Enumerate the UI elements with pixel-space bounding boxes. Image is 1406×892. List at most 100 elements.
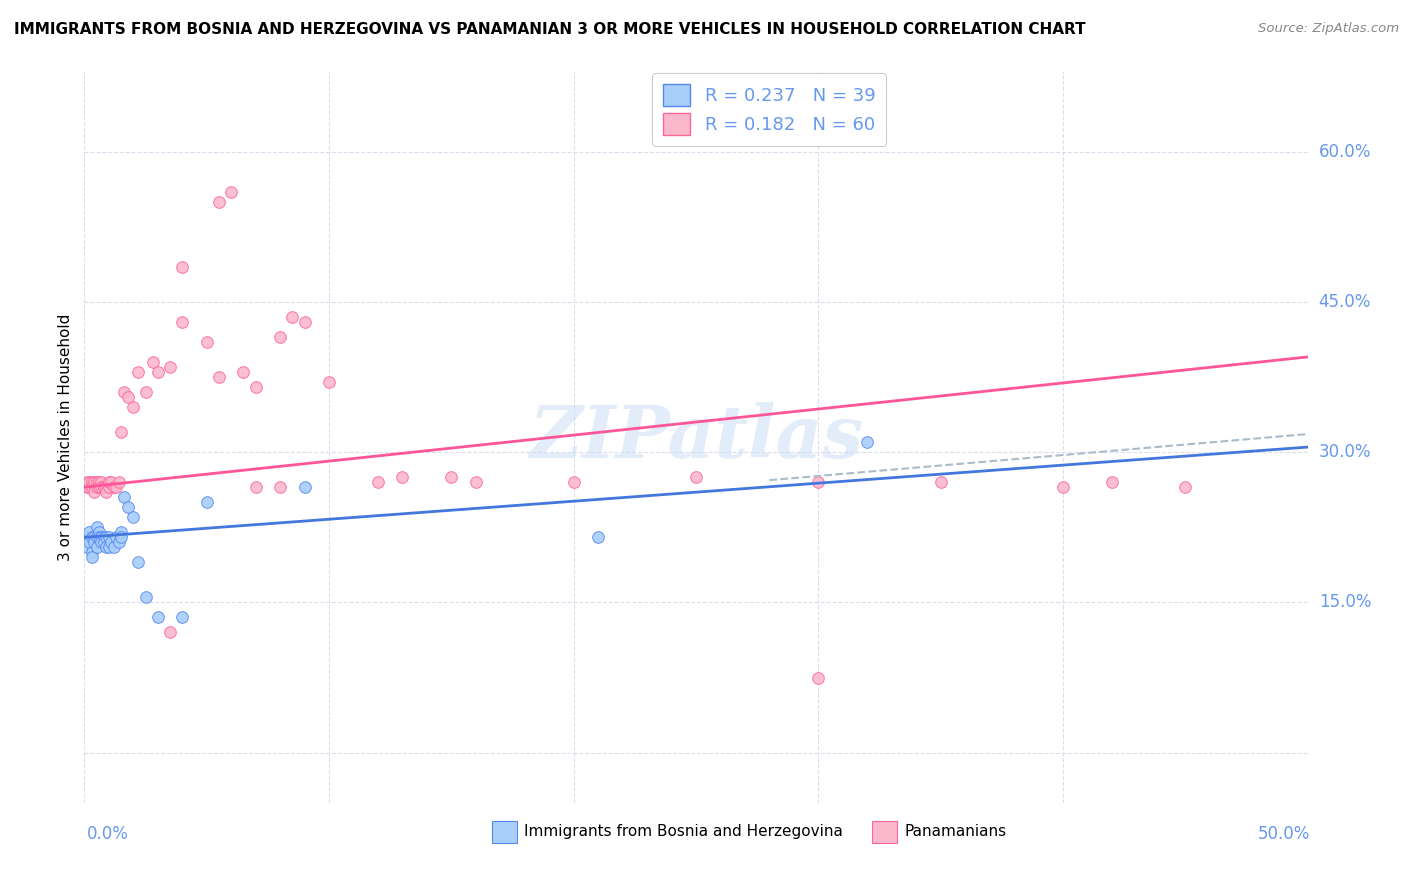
Point xyxy=(464,475,486,490)
Point xyxy=(80,480,103,494)
Text: 50.0%: 50.0% xyxy=(1258,825,1310,843)
Point xyxy=(83,485,105,500)
Point xyxy=(105,480,128,494)
Point xyxy=(294,480,316,494)
Point xyxy=(96,480,118,494)
Point xyxy=(86,520,108,534)
Point xyxy=(112,384,135,399)
Text: 15.0%: 15.0% xyxy=(1319,593,1371,611)
Point xyxy=(97,530,120,544)
Text: ZIPatlas: ZIPatlas xyxy=(529,401,863,473)
Point xyxy=(245,380,267,394)
Text: Panamanians: Panamanians xyxy=(904,824,1007,839)
Point xyxy=(208,370,231,384)
Point xyxy=(685,470,707,484)
Point xyxy=(110,530,132,544)
Point xyxy=(80,545,103,559)
Point xyxy=(172,315,194,329)
Point xyxy=(172,610,194,624)
Point xyxy=(93,535,115,549)
Point xyxy=(83,530,105,544)
Point xyxy=(110,525,132,540)
Point xyxy=(100,535,122,549)
Point xyxy=(318,375,340,389)
Point xyxy=(1174,480,1197,494)
Text: 0.0%: 0.0% xyxy=(87,825,129,843)
Point xyxy=(219,185,242,199)
Point xyxy=(86,530,108,544)
Point xyxy=(86,475,108,490)
Legend: R = 0.237   N = 39, R = 0.182   N = 60: R = 0.237 N = 39, R = 0.182 N = 60 xyxy=(652,73,886,146)
Point xyxy=(83,475,105,490)
Point xyxy=(87,530,110,544)
Point xyxy=(159,625,181,640)
Point xyxy=(97,541,120,555)
Point xyxy=(440,470,463,484)
Point xyxy=(562,475,585,490)
Point xyxy=(90,480,112,494)
Point xyxy=(122,510,145,524)
Point xyxy=(122,400,145,414)
Point xyxy=(146,610,169,624)
Point xyxy=(76,480,98,494)
Point xyxy=(807,671,830,685)
Point xyxy=(107,475,129,490)
Point xyxy=(103,480,125,494)
Point xyxy=(367,475,389,490)
Point xyxy=(97,475,120,490)
Point xyxy=(112,490,135,504)
Point xyxy=(159,359,181,374)
Text: Source: ZipAtlas.com: Source: ZipAtlas.com xyxy=(1258,22,1399,36)
Text: 60.0%: 60.0% xyxy=(1319,143,1371,161)
Point xyxy=(208,194,231,209)
Point xyxy=(195,495,218,509)
Point xyxy=(87,525,110,540)
Text: IMMIGRANTS FROM BOSNIA AND HERZEGOVINA VS PANAMANIAN 3 OR MORE VEHICLES IN HOUSE: IMMIGRANTS FROM BOSNIA AND HERZEGOVINA V… xyxy=(14,22,1085,37)
Point xyxy=(80,550,103,565)
Point xyxy=(127,555,149,569)
Point xyxy=(83,535,105,549)
Point xyxy=(76,530,98,544)
Text: Immigrants from Bosnia and Herzegovina: Immigrants from Bosnia and Herzegovina xyxy=(524,824,844,839)
Point xyxy=(117,390,139,404)
Point xyxy=(929,475,952,490)
Text: 30.0%: 30.0% xyxy=(1319,443,1371,461)
Point xyxy=(586,530,609,544)
Point xyxy=(100,475,122,490)
Point xyxy=(86,480,108,494)
Point xyxy=(107,535,129,549)
Point xyxy=(90,530,112,544)
Point xyxy=(93,480,115,494)
Point xyxy=(76,475,98,490)
Point xyxy=(127,365,149,379)
Point xyxy=(105,530,128,544)
Point xyxy=(117,500,139,515)
Point xyxy=(93,530,115,544)
Point xyxy=(294,315,316,329)
Point xyxy=(245,480,267,494)
Point xyxy=(269,330,291,344)
Point xyxy=(110,425,132,439)
Point xyxy=(96,485,118,500)
Point xyxy=(269,480,291,494)
Point xyxy=(80,530,103,544)
Point xyxy=(1052,480,1074,494)
Point xyxy=(77,525,100,540)
Point xyxy=(97,480,120,494)
Point xyxy=(172,260,194,274)
Point xyxy=(96,541,118,555)
Point xyxy=(807,475,830,490)
Point xyxy=(77,535,100,549)
Point xyxy=(135,591,157,605)
Point xyxy=(281,310,304,324)
Point xyxy=(142,355,165,369)
Point xyxy=(87,475,110,490)
Point xyxy=(232,365,254,379)
Point xyxy=(96,530,118,544)
Point xyxy=(90,535,112,549)
Point xyxy=(391,470,413,484)
Point xyxy=(195,334,218,349)
Point xyxy=(1101,475,1123,490)
Point xyxy=(856,435,879,450)
Point xyxy=(90,475,112,490)
